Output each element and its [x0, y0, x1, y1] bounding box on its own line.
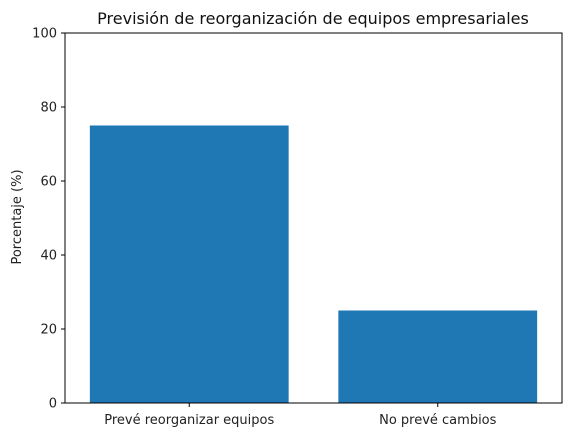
chart-title: Previsión de reorganización de equipos e…: [97, 9, 529, 28]
y-tick-label-5: 100: [32, 27, 57, 42]
y-axis-label: Porcentaje (%): [10, 169, 25, 264]
bars-layer: [89, 125, 538, 403]
bar-0: [89, 125, 289, 403]
y-tick-label-1: 20: [40, 323, 57, 338]
y-tick-label-4: 80: [40, 101, 57, 116]
x-tick-label-0: Prevé reorganizar equipos: [104, 413, 274, 428]
plot-frame: [64, 32, 563, 404]
y-tick-label-2: 40: [40, 249, 57, 264]
y-tick-label-0: 0: [49, 397, 57, 412]
y-tick-label-3: 60: [40, 175, 57, 190]
bar-1: [338, 310, 538, 403]
x-tick-label-1: No prevé cambios: [379, 413, 497, 428]
ticks-layer: Prevé reorganizar equipos No prevé cambio…: [32, 27, 496, 429]
